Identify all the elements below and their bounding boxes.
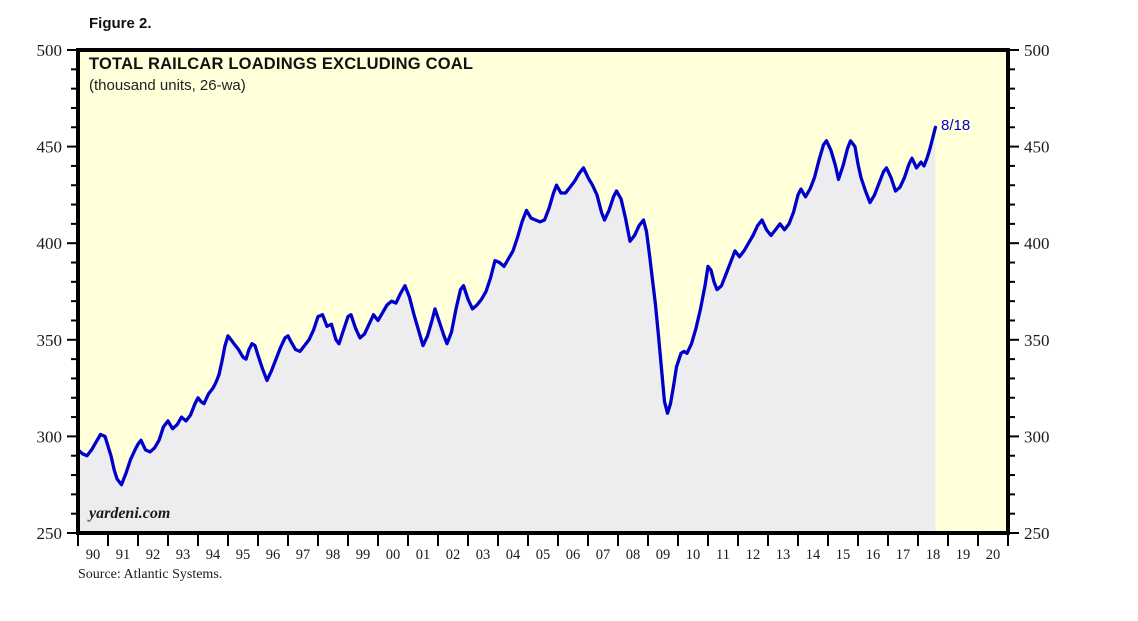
x-axis-label: 98 bbox=[326, 547, 341, 563]
series-line bbox=[76, 125, 938, 487]
y-axis-label-right: 400 bbox=[1024, 234, 1050, 253]
y-axis-label-left: 350 bbox=[37, 331, 63, 350]
y-axis-label-left: 450 bbox=[37, 138, 63, 157]
x-axis-label: 19 bbox=[956, 547, 971, 563]
y-axis-label-right: 450 bbox=[1024, 138, 1050, 157]
x-axis-label: 04 bbox=[506, 547, 521, 563]
x-axis-label: 92 bbox=[146, 547, 161, 563]
x-axis-label: 05 bbox=[536, 547, 551, 563]
y-axis-label-left: 300 bbox=[37, 427, 63, 446]
y-axis-label-right: 250 bbox=[1024, 524, 1050, 543]
chart-subtitle: (thousand units, 26-wa) bbox=[89, 77, 246, 94]
x-axis-label: 14 bbox=[806, 547, 821, 563]
y-axis-label-right: 350 bbox=[1024, 331, 1050, 350]
x-axis-label: 90 bbox=[86, 547, 101, 563]
x-axis-label: 16 bbox=[866, 547, 881, 563]
x-axis-label: 17 bbox=[896, 547, 911, 563]
series-area-fill bbox=[78, 127, 936, 534]
plot-frame bbox=[76, 48, 1010, 535]
x-axis-label: 03 bbox=[476, 547, 491, 563]
x-axis-label: 18 bbox=[926, 547, 941, 563]
x-axis-label: 13 bbox=[776, 547, 791, 563]
x-axis-label: 96 bbox=[266, 547, 281, 563]
x-axis-label: 95 bbox=[236, 547, 251, 563]
x-axis-label: 10 bbox=[686, 547, 701, 563]
y-axis-label-left: 400 bbox=[37, 234, 63, 253]
x-axis-label: 91 bbox=[116, 547, 131, 563]
x-axis-label: 94 bbox=[206, 547, 221, 563]
x-axis-label: 97 bbox=[296, 547, 311, 563]
x-axis-label: 01 bbox=[416, 547, 431, 563]
x-axis-label: 15 bbox=[836, 547, 851, 563]
x-axis-label: 00 bbox=[386, 547, 401, 563]
y-axis-label-right: 300 bbox=[1024, 427, 1050, 446]
x-axis-label: 11 bbox=[716, 547, 730, 563]
x-axis-label: 08 bbox=[626, 547, 641, 563]
x-axis-label: 12 bbox=[746, 547, 761, 563]
x-axis-label: 20 bbox=[986, 547, 1001, 563]
series-end-date-label: 8/18 bbox=[941, 117, 971, 134]
x-axis-label: 93 bbox=[176, 547, 191, 563]
y-axis-label-right: 500 bbox=[1024, 41, 1050, 60]
x-axis-label: 09 bbox=[656, 547, 671, 563]
x-axis-label: 02 bbox=[446, 547, 461, 563]
watermark-yardeni: yardeni.com bbox=[89, 505, 171, 522]
source-note: Source: Atlantic Systems. bbox=[78, 567, 223, 582]
y-axis-label-left: 500 bbox=[37, 41, 63, 60]
x-axis-label: 07 bbox=[596, 547, 611, 563]
x-axis-label: 06 bbox=[566, 547, 581, 563]
figure-label: Figure 2. bbox=[89, 15, 152, 32]
y-axis-label-left: 250 bbox=[37, 524, 63, 543]
x-axis-label: 99 bbox=[356, 547, 371, 563]
chart-title: TOTAL RAILCAR LOADINGS EXCLUDING COAL bbox=[89, 55, 474, 73]
